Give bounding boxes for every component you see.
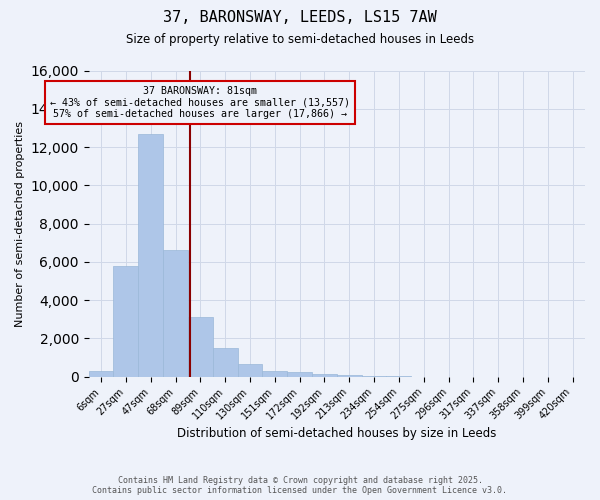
Bar — [89, 371, 113, 376]
Text: Contains HM Land Registry data © Crown copyright and database right 2025.
Contai: Contains HM Land Registry data © Crown c… — [92, 476, 508, 495]
Bar — [163, 250, 188, 376]
Bar — [312, 374, 337, 376]
Bar — [188, 318, 213, 376]
X-axis label: Distribution of semi-detached houses by size in Leeds: Distribution of semi-detached houses by … — [177, 427, 497, 440]
Text: 37 BARONSWAY: 81sqm
← 43% of semi-detached houses are smaller (13,557)
57% of se: 37 BARONSWAY: 81sqm ← 43% of semi-detach… — [50, 86, 350, 119]
Bar — [287, 372, 312, 376]
Bar — [337, 375, 362, 376]
Bar — [238, 364, 262, 376]
Y-axis label: Number of semi-detached properties: Number of semi-detached properties — [15, 120, 25, 326]
Bar — [138, 134, 163, 376]
Bar — [213, 348, 238, 376]
Text: Size of property relative to semi-detached houses in Leeds: Size of property relative to semi-detach… — [126, 32, 474, 46]
Bar — [262, 371, 287, 376]
Bar — [113, 266, 138, 376]
Text: 37, BARONSWAY, LEEDS, LS15 7AW: 37, BARONSWAY, LEEDS, LS15 7AW — [163, 10, 437, 25]
